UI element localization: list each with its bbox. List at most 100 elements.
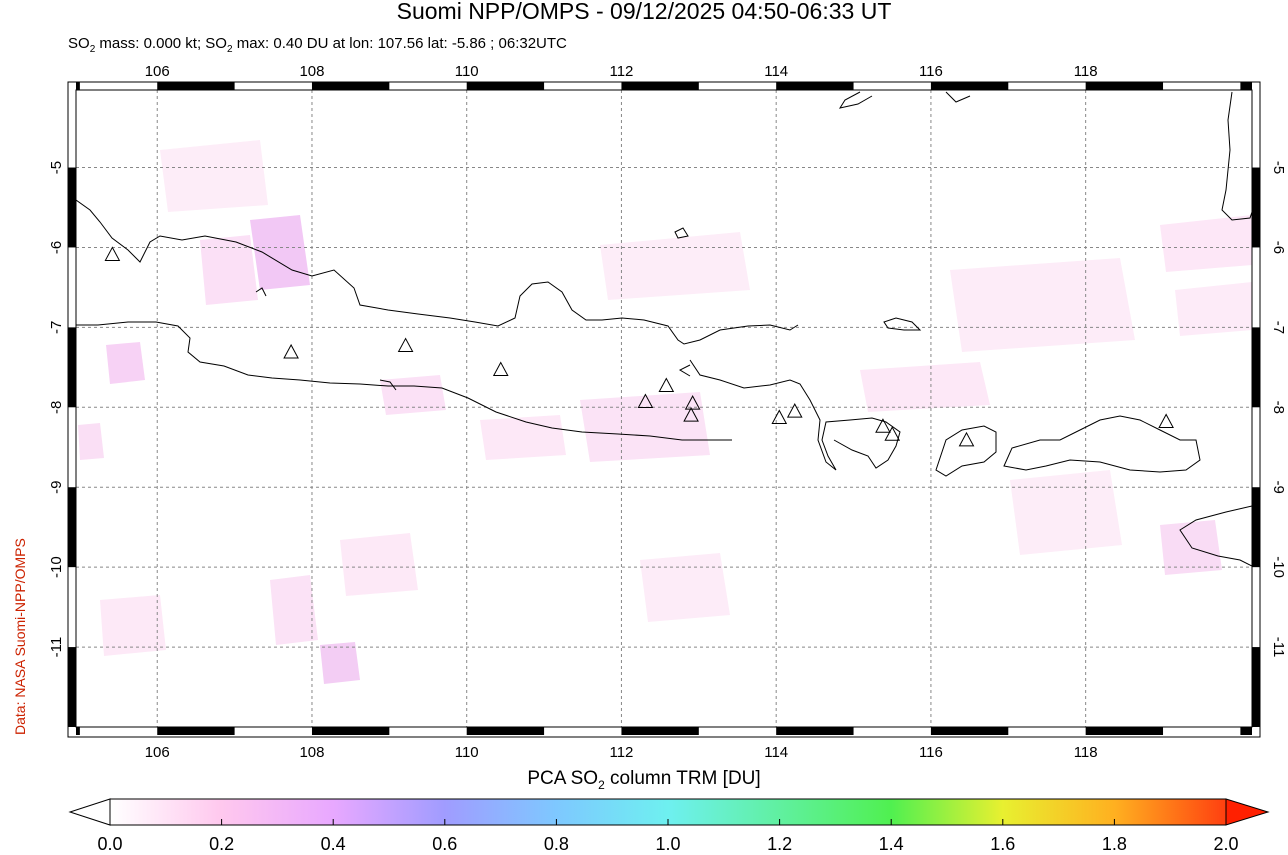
coast-sumbawa — [1003, 415, 1201, 473]
frame-segment — [157, 82, 235, 90]
subtitle-sub-b: 2 — [226, 44, 233, 55]
lon-tick-label-bottom: 118 — [1074, 744, 1098, 760]
colorbar-tick-label: 2.0 — [1213, 834, 1238, 854]
lon-tick-label-top: 114 — [764, 63, 788, 80]
so2-pixel — [320, 642, 360, 684]
coast-borneo-south — [838, 91, 873, 109]
subtitle-sub-a: 2 — [89, 44, 96, 55]
frame-segment — [311, 82, 390, 90]
lon-tick-label-top: 116 — [919, 63, 943, 80]
lat-tick-label-left: -6 — [48, 241, 65, 254]
coast-bawean — [674, 227, 689, 239]
lon-tick-label-top: 112 — [609, 63, 633, 80]
colorbar-tick-label: 0.0 — [97, 834, 122, 854]
volcano-triangle-icon — [492, 361, 509, 377]
colorbar-label-a: PCA SO — [527, 768, 599, 789]
volcano-triangle-icon — [658, 377, 675, 393]
frame-segment — [466, 82, 545, 90]
lat-tick-label-left: -5 — [48, 161, 65, 174]
lat-tick-label-left: -7 — [48, 321, 65, 334]
volcano-triangle-icon — [771, 409, 788, 424]
lat-tick-label-right: -5 — [1270, 161, 1287, 174]
colorbar-tick-label: 1.0 — [655, 834, 680, 854]
colorbar-tick-label: 0.4 — [321, 834, 346, 854]
colorbar-tick-label: 1.4 — [879, 834, 904, 854]
frame-segment — [68, 167, 76, 248]
graticule — [76, 90, 1252, 727]
frame-segment — [466, 727, 545, 735]
colorbar-tick-label: 0.8 — [544, 834, 569, 854]
lat-tick-label-right: -10 — [1270, 556, 1287, 578]
frame-segment — [621, 82, 699, 90]
lat-tick-label-right: -6 — [1270, 241, 1287, 254]
lat-tick-label-left: -8 — [48, 401, 65, 414]
lon-tick-label-top: 106 — [145, 63, 170, 80]
colorbar-label-b: column TRM [DU] — [604, 768, 761, 789]
frame-segment — [930, 82, 1009, 90]
so2-pixel — [1160, 215, 1252, 272]
so2-pixel — [860, 362, 990, 412]
lat-tick-label-right: -7 — [1270, 321, 1287, 334]
frame-segment — [311, 727, 390, 735]
chart-title: Suomi NPP/OMPS - 09/12/2025 04:50-06:33 … — [396, 0, 892, 24]
colorbar-tick-label: 0.6 — [432, 834, 457, 854]
so2-pixel — [340, 533, 418, 596]
lon-tick-label-bottom: 112 — [609, 744, 633, 760]
so2-pixel — [1010, 470, 1122, 555]
volcano-triangle-icon — [684, 395, 701, 410]
so2-pixel — [580, 392, 710, 462]
volcano-markers — [104, 246, 1174, 447]
colorbar-label: PCA SO2 column TRM [DU] — [0, 768, 1288, 792]
volcano-triangle-icon — [683, 407, 699, 422]
subtitle-text-c: max: 0.40 DU at lon: 107.56 lat: -5.86 ;… — [232, 35, 567, 52]
so2-pixel — [160, 140, 268, 212]
colorbar-ticks: 0.0 0.2 0.4 0.6 0.8 1.0 1.2 1.4 1.6 1.8 2.0 — [97, 819, 1239, 854]
coast-kangean — [883, 317, 922, 331]
volcano-triangle-icon — [637, 393, 654, 409]
frame-segment — [76, 82, 80, 90]
subtitle-text-a: SO — [68, 35, 90, 52]
lon-tick-label-bottom: 106 — [145, 744, 170, 760]
coast-sulawesi — [1221, 91, 1252, 221]
frame-segment — [76, 727, 80, 735]
coast-sumba — [1179, 505, 1252, 567]
lon-tick-label-bottom: 110 — [455, 744, 479, 760]
frame-segment — [1252, 167, 1260, 248]
so2-pixel — [1160, 520, 1222, 575]
lon-tick-label-bottom: 108 — [299, 744, 324, 760]
volcano-triangle-icon — [283, 343, 299, 359]
colorbar-tick-label: 0.2 — [209, 834, 234, 854]
colorbar-tick-label: 1.2 — [767, 834, 792, 854]
frame-segment — [1252, 327, 1260, 408]
map-plot: 106 106 108 108 110 110 112 112 114 114 116 116 118 1… — [48, 63, 1287, 760]
subtitle-text-b: mass: 0.000 kt; SO — [95, 35, 227, 52]
frame-ticks — [68, 82, 1260, 735]
frame-segment — [776, 82, 854, 90]
so2-pixel — [100, 595, 166, 656]
lat-tick-label-left: -9 — [48, 481, 65, 494]
volcano-triangle-icon — [875, 418, 891, 433]
chart-subtitle: SO2 mass: 0.000 kt; SO2 max: 0.40 DU at … — [68, 35, 567, 55]
lon-tick-label-top: 118 — [1074, 63, 1098, 80]
coast-island-a — [255, 287, 267, 297]
colorbar-label-sub: 2 — [598, 777, 605, 792]
colorbar-tick-label: 1.6 — [990, 834, 1015, 854]
coast-java-south — [76, 321, 732, 441]
so2-pixel — [1175, 282, 1252, 336]
frame-segment — [1085, 82, 1164, 90]
volcano-triangle-icon — [397, 337, 414, 353]
frame-segment — [1252, 487, 1260, 568]
lat-tick-label-right: -11 — [1270, 637, 1287, 658]
frame-segment — [68, 487, 76, 568]
coast-madura-west — [678, 364, 691, 377]
volcano-triangle-icon — [786, 403, 803, 418]
coast-nusakambangan — [379, 379, 397, 391]
so2-pixel — [380, 375, 446, 415]
lat-tick-label-right: -8 — [1270, 401, 1287, 414]
tick-labels: 106 106 108 108 110 110 112 112 114 114 116 116 118 1… — [48, 63, 1287, 760]
frame-segment — [1252, 647, 1260, 727]
volcano-triangle-icon — [104, 246, 121, 261]
coast-east-java-bali — [689, 359, 901, 471]
lat-tick-label-left: -10 — [48, 556, 65, 578]
coast-lombok — [935, 425, 997, 477]
